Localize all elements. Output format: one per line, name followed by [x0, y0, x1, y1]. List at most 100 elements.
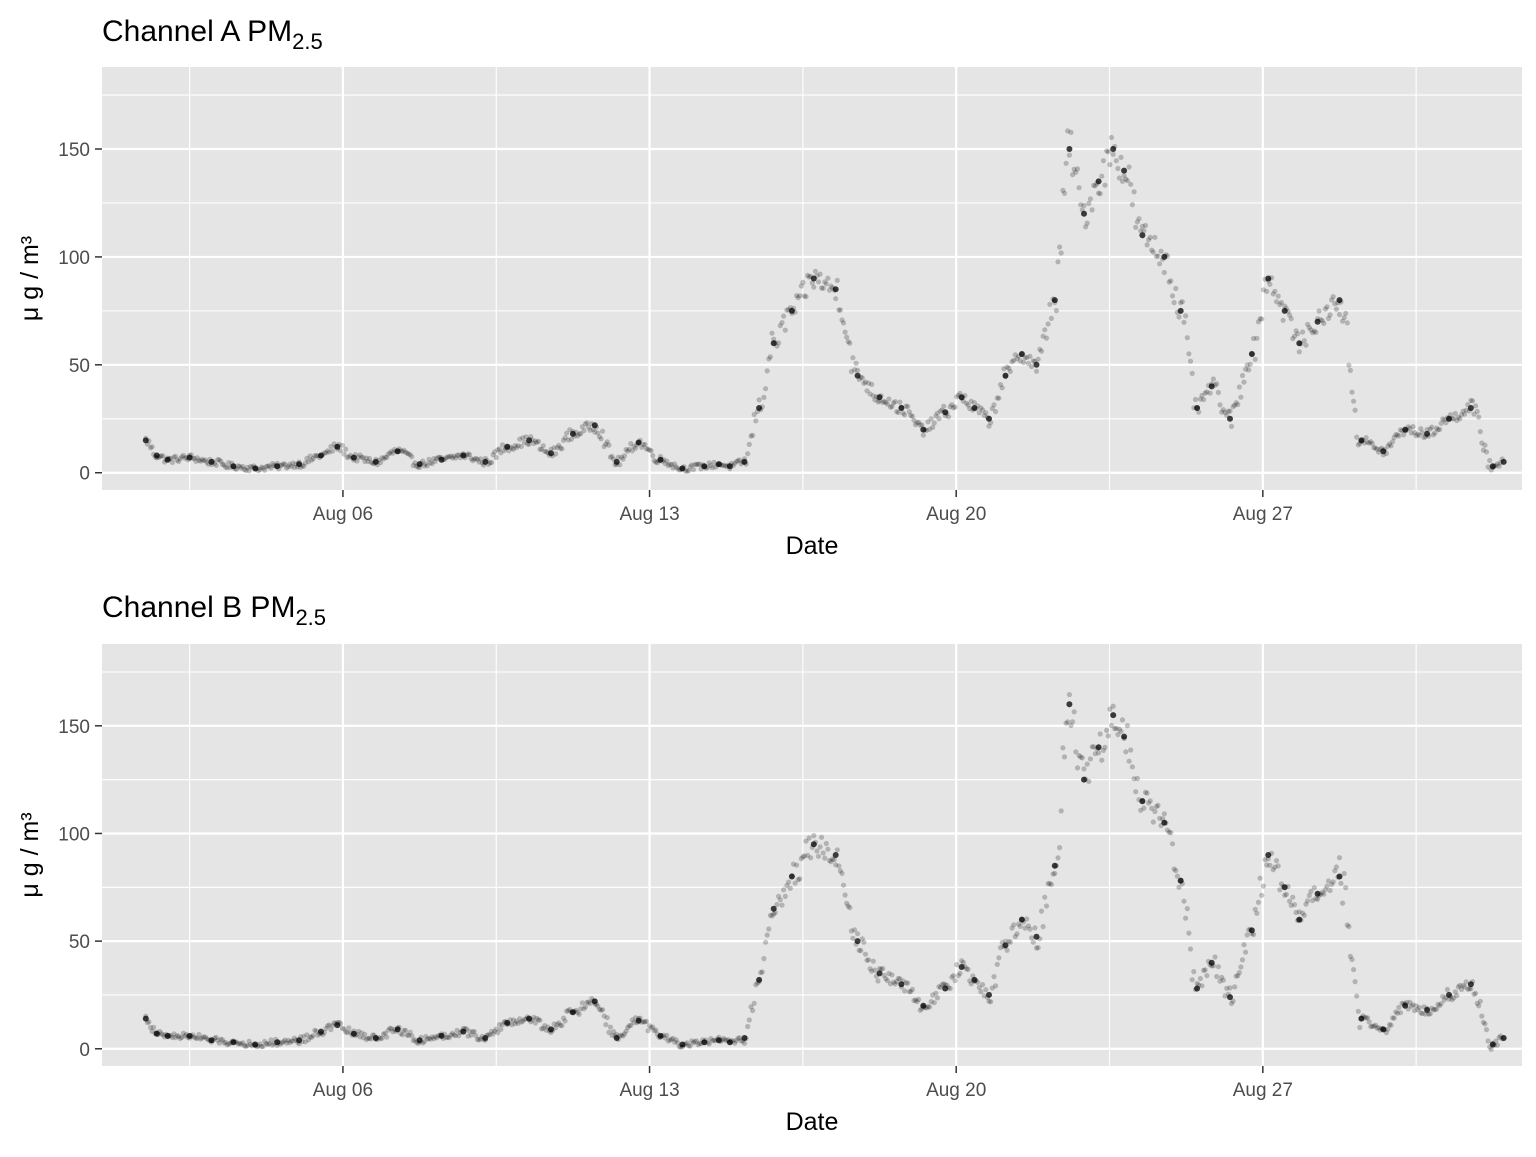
- scatter-point: [1322, 887, 1328, 893]
- scatter-point: [493, 1026, 499, 1032]
- scatter-point: [1204, 389, 1210, 395]
- scatter-point: [889, 403, 895, 410]
- scatter-point: [1390, 438, 1396, 445]
- scatter-point: [927, 1004, 933, 1010]
- scatter-point: [151, 1024, 157, 1030]
- scatter-point: [963, 966, 970, 972]
- scatter-point: [976, 410, 982, 416]
- scatter-point: [1306, 892, 1312, 899]
- scatter-point: [379, 455, 385, 461]
- scatter-point: [933, 990, 939, 996]
- scatter-point: [1070, 719, 1076, 725]
- scatter-point: [1060, 187, 1066, 193]
- scatter-point: [290, 460, 296, 466]
- scatter-point: [939, 982, 945, 988]
- scatter-point: [1038, 908, 1045, 914]
- scatter-point: [1483, 1027, 1490, 1033]
- scatter-point: [1238, 394, 1244, 400]
- scatter-point: [246, 1038, 252, 1044]
- scatter-point: [1363, 435, 1369, 441]
- scatter-point: [825, 846, 831, 852]
- scatter-point: [1340, 318, 1346, 324]
- scatter-point: [994, 395, 1000, 401]
- data-point: [898, 981, 905, 988]
- scatter-point: [845, 903, 851, 909]
- scatter-point: [363, 1036, 369, 1043]
- scatter-point: [1073, 169, 1079, 175]
- scatter-point: [1100, 158, 1106, 164]
- scatter-point: [989, 405, 995, 412]
- scatter-point: [855, 931, 861, 937]
- scatter-point: [1301, 912, 1307, 919]
- scatter-point: [1354, 434, 1360, 440]
- scatter-point: [467, 1028, 473, 1034]
- scatter-point: [1166, 279, 1172, 285]
- scatter-point: [1086, 778, 1092, 785]
- scatter-point: [1147, 234, 1153, 240]
- scatter-point: [169, 459, 175, 465]
- scatter-point: [756, 397, 762, 403]
- data-point: [1018, 351, 1025, 357]
- scatter-point: [1324, 883, 1330, 889]
- scatter-point: [213, 462, 219, 468]
- scatter-point: [390, 1029, 396, 1035]
- scatter-point: [881, 972, 887, 979]
- data-point: [756, 405, 763, 411]
- scatter-point: [887, 981, 894, 987]
- scatter-point: [895, 409, 901, 415]
- scatter-point: [1053, 308, 1059, 314]
- scatter-point: [782, 893, 788, 900]
- scatter-point: [1479, 440, 1485, 446]
- scatter-point: [171, 1031, 177, 1037]
- scatter-point: [1460, 408, 1466, 414]
- scatter-point: [1413, 433, 1419, 439]
- scatter-point: [406, 1032, 412, 1038]
- scatter-point: [1412, 1008, 1418, 1014]
- scatter-point: [1305, 898, 1311, 904]
- scatter-point: [562, 435, 568, 441]
- scatter-point: [851, 367, 858, 373]
- scatter-point: [883, 399, 889, 406]
- scatter-point: [539, 1026, 545, 1032]
- scatter-point: [388, 1026, 394, 1032]
- scatter-point: [1174, 873, 1180, 879]
- data-point: [438, 1032, 445, 1039]
- data-point: [252, 465, 259, 472]
- scatter-point: [1468, 986, 1474, 992]
- scatter-point: [1247, 361, 1253, 367]
- scatter-point: [556, 1020, 562, 1026]
- scatter-point: [224, 1042, 230, 1048]
- scatter-point: [431, 1036, 437, 1042]
- scatter-point: [1192, 396, 1199, 403]
- scatter-point: [259, 1044, 265, 1050]
- scatter-point: [936, 984, 942, 990]
- scatter-point: [243, 1043, 249, 1049]
- scatter-point: [387, 450, 393, 456]
- scatter-point: [1118, 728, 1124, 735]
- scatter-point: [1097, 731, 1103, 737]
- scatter-point: [556, 442, 562, 448]
- data-point: [920, 1002, 927, 1009]
- scatter-point: [1315, 896, 1321, 902]
- scatter-point: [894, 409, 900, 415]
- scatter-point: [1255, 319, 1261, 325]
- scatter-point: [339, 1025, 345, 1031]
- scatter-point: [429, 1034, 435, 1040]
- scatter-point: [582, 1004, 589, 1010]
- scatter-point: [1310, 330, 1316, 336]
- scatter-point: [870, 958, 876, 964]
- data-point: [1121, 167, 1128, 174]
- scatter-point: [662, 460, 668, 467]
- scatter-point: [216, 1040, 222, 1046]
- scatter-point: [1424, 427, 1430, 433]
- scatter-point: [492, 1028, 498, 1034]
- scatter-point: [147, 445, 154, 451]
- scatter-point: [1397, 1010, 1404, 1016]
- scatter-point: [1033, 945, 1040, 951]
- scatter-point: [930, 424, 936, 430]
- scatter-point: [603, 441, 609, 447]
- scatter-point: [1076, 752, 1082, 759]
- data-point: [504, 1019, 511, 1026]
- scatter-point: [902, 988, 908, 994]
- scatter-point: [1110, 151, 1116, 157]
